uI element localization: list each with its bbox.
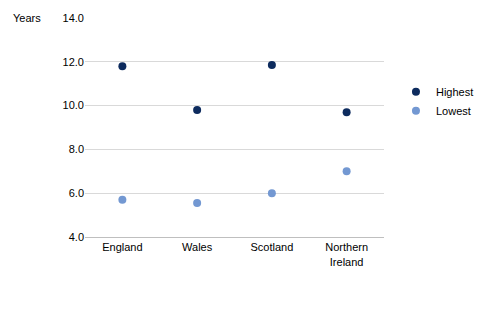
svg-text:12.0: 12.0 (63, 56, 84, 68)
svg-text:Lowest: Lowest (436, 105, 471, 117)
svg-text:England: England (102, 241, 142, 253)
svg-text:Highest: Highest (436, 86, 473, 98)
svg-text:14.0: 14.0 (63, 12, 84, 24)
svg-text:Scotland: Scotland (250, 241, 293, 253)
svg-text:4.0: 4.0 (69, 231, 84, 243)
svg-text:Years: Years (13, 12, 41, 24)
svg-text:NorthernIreland: NorthernIreland (325, 241, 368, 267)
svg-text:8.0: 8.0 (69, 143, 84, 155)
svg-text:6.0: 6.0 (69, 187, 84, 199)
svg-text:10.0: 10.0 (63, 99, 84, 111)
svg-text:Wales: Wales (182, 241, 213, 253)
